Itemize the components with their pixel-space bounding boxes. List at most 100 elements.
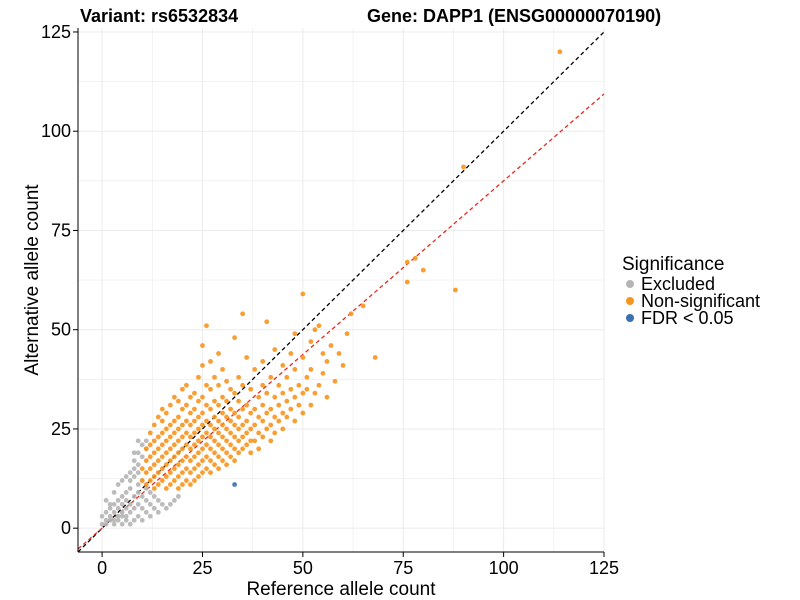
point-non-significant	[240, 406, 246, 412]
point-excluded	[107, 505, 113, 511]
point-non-significant	[184, 478, 189, 483]
point-non-significant	[204, 454, 209, 460]
point-excluded	[135, 462, 141, 468]
point-non-significant	[272, 394, 278, 400]
point-non-significant	[204, 382, 209, 388]
point-excluded	[119, 513, 125, 519]
point-non-significant	[151, 462, 157, 468]
point-non-significant	[188, 446, 193, 452]
point-non-significant	[220, 410, 225, 416]
point-excluded	[143, 509, 149, 515]
point-non-significant	[167, 470, 173, 476]
point-non-significant	[288, 386, 294, 392]
point-non-significant	[224, 414, 229, 420]
point-non-significant	[244, 430, 250, 436]
point-non-significant	[320, 351, 326, 356]
point-non-significant	[248, 426, 254, 432]
point-non-significant	[159, 430, 165, 436]
point-non-significant	[256, 446, 262, 452]
point-non-significant	[340, 363, 346, 368]
point-non-significant	[200, 434, 205, 440]
point-non-significant	[171, 394, 177, 400]
point-non-significant	[216, 382, 221, 388]
point-non-significant	[184, 382, 189, 388]
point-non-significant	[256, 414, 262, 420]
point-non-significant	[296, 382, 302, 388]
point-non-significant	[171, 454, 177, 460]
point-excluded	[151, 505, 157, 511]
point-non-significant	[332, 378, 338, 384]
point-excluded	[131, 450, 137, 456]
point-non-significant	[252, 406, 258, 412]
point-non-significant	[179, 458, 185, 464]
point-non-significant	[208, 359, 213, 364]
point-non-significant	[288, 351, 294, 356]
point-non-significant	[232, 446, 237, 452]
point-non-significant	[320, 370, 326, 376]
point-excluded	[115, 482, 121, 487]
point-excluded	[119, 501, 125, 507]
point-non-significant	[236, 450, 242, 456]
point-non-significant	[212, 426, 217, 432]
point-non-significant	[216, 402, 221, 408]
point-non-significant	[167, 402, 173, 408]
point-non-significant	[143, 446, 149, 452]
point-non-significant	[240, 382, 246, 388]
point-non-significant	[252, 438, 258, 444]
point-non-significant	[272, 430, 278, 436]
y-tick-label: 50	[51, 320, 71, 340]
point-excluded	[123, 497, 129, 503]
point-non-significant	[179, 386, 185, 392]
point-excluded	[143, 486, 149, 491]
point-non-significant	[192, 466, 197, 472]
point-non-significant	[179, 482, 185, 487]
point-non-significant	[288, 406, 294, 412]
point-non-significant	[216, 454, 221, 460]
y-axis-title: Alternative allele count	[22, 184, 43, 376]
point-non-significant	[171, 466, 177, 472]
point-non-significant	[159, 466, 165, 472]
point-non-significant	[143, 482, 149, 487]
point-excluded	[111, 521, 117, 527]
point-non-significant	[184, 466, 189, 472]
point-non-significant	[171, 478, 177, 483]
point-non-significant	[248, 450, 254, 456]
point-non-significant	[220, 394, 225, 400]
point-non-significant	[155, 482, 161, 487]
chart-title: Variant: rs6532834 Gene: DAPP1 (ENSG0000…	[80, 6, 661, 26]
point-non-significant	[220, 422, 225, 428]
point-non-significant	[175, 486, 181, 491]
point-non-significant	[167, 434, 173, 440]
point-non-significant	[184, 442, 189, 448]
point-non-significant	[163, 462, 169, 468]
point-non-significant	[228, 442, 233, 448]
title-gene: Gene: DAPP1 (ENSG00000070190)	[367, 6, 661, 26]
legend: Significance ExcludedNon-significantFDR …	[622, 254, 760, 328]
point-non-significant	[268, 406, 274, 412]
x-tick-label: 0	[97, 558, 107, 578]
point-fdr-0-05	[232, 482, 237, 487]
point-excluded	[103, 521, 109, 527]
point-non-significant	[192, 478, 197, 483]
point-excluded	[131, 494, 137, 499]
point-non-significant	[224, 398, 229, 404]
point-non-significant	[240, 311, 246, 317]
point-non-significant	[232, 410, 237, 416]
point-non-significant	[420, 267, 426, 273]
point-non-significant	[308, 339, 314, 345]
point-non-significant	[268, 422, 274, 428]
point-non-significant	[232, 458, 237, 464]
point-non-significant	[167, 458, 173, 464]
legend-key-fdr-0-05	[626, 314, 634, 322]
x-tick-label: 25	[192, 558, 212, 578]
point-non-significant	[188, 394, 193, 400]
point-non-significant	[196, 374, 201, 380]
point-non-significant	[216, 430, 221, 436]
point-excluded	[139, 505, 145, 511]
point-non-significant	[192, 442, 197, 448]
point-non-significant	[196, 414, 201, 420]
point-non-significant	[175, 462, 181, 468]
point-non-significant	[208, 422, 213, 428]
point-non-significant	[280, 410, 286, 416]
point-non-significant	[188, 470, 193, 476]
